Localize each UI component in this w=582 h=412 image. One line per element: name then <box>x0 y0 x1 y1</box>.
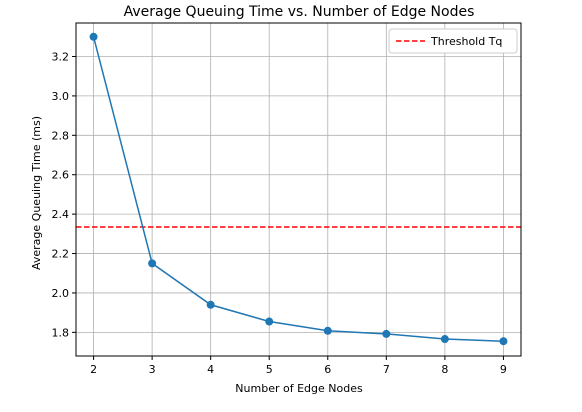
y-tick-label: 2.2 <box>52 248 70 261</box>
y-tick-label: 1.8 <box>52 326 70 339</box>
legend: Threshold Tq <box>388 28 518 54</box>
y-axis-label: Average Queuing Time (ms) <box>30 116 43 270</box>
x-axis-label: Number of Edge Nodes <box>235 382 363 395</box>
y-tick-label: 3.2 <box>52 50 70 63</box>
legend-threshold-label: Threshold Tq <box>430 35 502 48</box>
plot-frame <box>75 22 522 357</box>
chart-title: Average Queuing Time vs. Number of Edge … <box>124 4 475 20</box>
x-tick-label: 7 <box>383 363 390 376</box>
series-line <box>92 36 504 342</box>
data-point <box>323 326 332 335</box>
x-tick-label: 8 <box>441 363 448 376</box>
y-tick-label: 2.4 <box>52 208 70 221</box>
data-point <box>206 300 215 309</box>
y-tick-label: 2.8 <box>52 129 70 142</box>
x-tick-label: 5 <box>266 363 273 376</box>
y-tick-label: 2.0 <box>52 287 70 300</box>
data-point <box>440 335 449 344</box>
x-tick-label: 3 <box>149 363 156 376</box>
y-tick-label: 2.6 <box>52 169 70 182</box>
data-point <box>382 329 391 338</box>
data-point <box>499 337 508 346</box>
data-point <box>89 32 98 41</box>
grid <box>76 23 521 356</box>
legend-box <box>388 28 518 54</box>
x-tick-label: 4 <box>207 363 214 376</box>
axis-ticks: 2 3 4 5 6 7 8 9 1.8 2.0 2.2 2.4 2.6 2.8 3.0 3.2 <box>52 50 507 376</box>
series-layer <box>89 32 508 346</box>
x-tick-label: 6 <box>324 363 331 376</box>
y-tick-label: 3.0 <box>52 90 70 103</box>
data-point <box>148 259 157 268</box>
x-tick-label: 2 <box>90 363 97 376</box>
data-point <box>265 317 274 326</box>
x-tick-label: 9 <box>500 363 507 376</box>
